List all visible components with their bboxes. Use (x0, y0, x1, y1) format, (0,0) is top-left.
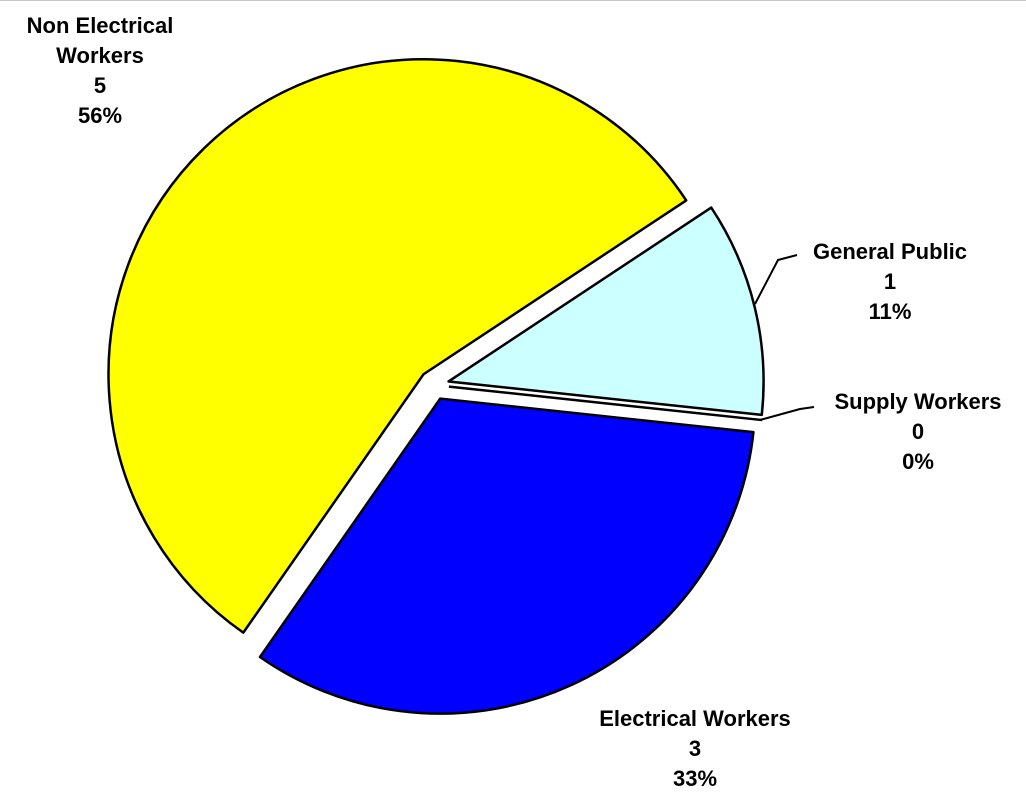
leader-line (759, 406, 815, 421)
pie-slice (107, 58, 688, 634)
percent-label: 33% (672, 766, 718, 791)
slice-label: General Public 1 11% (770, 237, 1010, 327)
count-label: 0 (911, 419, 925, 444)
pie-slice (258, 397, 755, 715)
category-name: Electrical Workers (599, 706, 791, 731)
count-label: 1 (883, 269, 897, 294)
slice-label: Supply Workers 0 0% (798, 387, 1026, 477)
count-label: 5 (93, 73, 107, 98)
count-label: 3 (688, 736, 702, 761)
category-name: General Public (812, 239, 968, 264)
percent-label: 11% (868, 299, 912, 324)
percent-label: 56% (77, 103, 123, 128)
percent-label: 0% (902, 449, 934, 474)
pie-slice (447, 206, 765, 417)
category-name: Supply Workers (834, 389, 1002, 414)
slice-label: Electrical Workers 3 33% (575, 704, 815, 794)
leader-line (754, 254, 798, 305)
pie-slice (448, 385, 763, 422)
category-name: Non Electrical Workers (26, 13, 174, 68)
slice-label: Non Electrical Workers 5 56% (0, 11, 220, 131)
